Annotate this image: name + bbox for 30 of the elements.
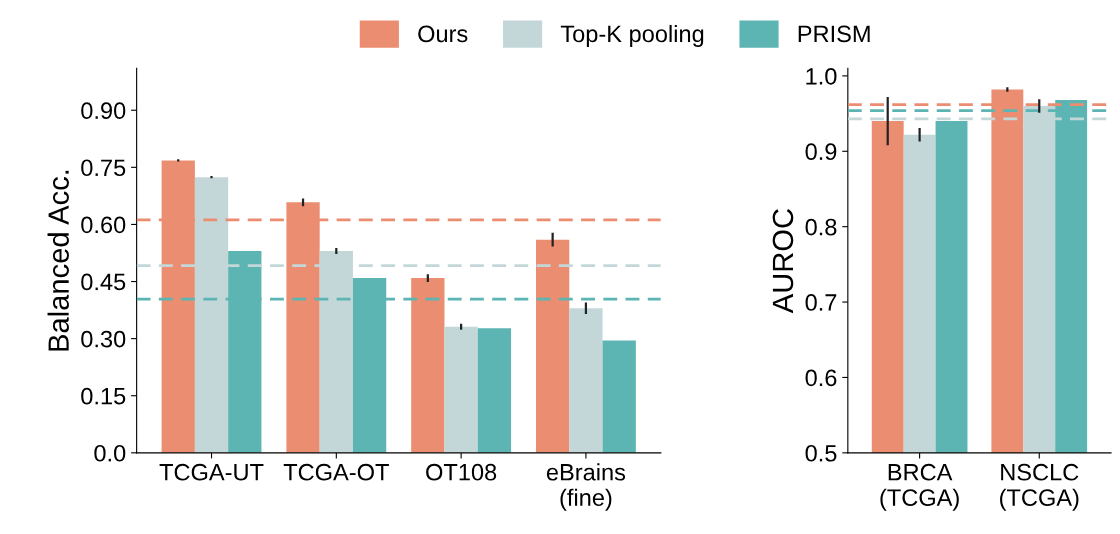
- x-tick-label: NSCLC (TCGA): [1000, 463, 1079, 511]
- y-tick-label: 0.15: [81, 387, 126, 405]
- bar: [411, 278, 445, 453]
- legend-label: Top-K pooling: [560, 24, 704, 47]
- y-tick-label: 0.9: [805, 143, 837, 161]
- bar: [477, 328, 512, 453]
- y-tick-label: 0.7: [805, 294, 837, 311]
- x-tick-label: eBrains (fine): [546, 463, 626, 511]
- bar: [444, 326, 478, 453]
- bar: [602, 340, 636, 453]
- x-tick-label: OT108: [426, 463, 497, 481]
- y-axis-title: Balanced Acc.: [47, 170, 69, 351]
- legend-label: Ours: [418, 25, 468, 43]
- bar: [536, 239, 570, 453]
- x-tick-label: TCGA-OT: [283, 463, 389, 481]
- y-tick-label: 1.0: [806, 67, 837, 85]
- legend-label: PRISM: [798, 25, 870, 43]
- bar: [569, 308, 603, 453]
- y-tick-label: 0.6: [805, 369, 837, 387]
- y-tick-label: 0.45: [81, 273, 126, 291]
- y-tick-label: 0.5: [805, 444, 837, 462]
- y-axis-title: AUROC: [772, 209, 794, 314]
- y-tick-label: 0.60: [81, 216, 126, 234]
- y-tick-label: 0.8: [805, 218, 837, 236]
- y-tick-label: 0.30: [81, 330, 126, 348]
- x-tick-label: BRCA (TCGA): [880, 463, 959, 511]
- x-tick-label: TCGA-UT: [159, 463, 264, 481]
- y-tick-label: 0.75: [81, 159, 126, 177]
- y-tick-label: 0.0: [94, 444, 126, 462]
- y-tick-label: 0.90: [81, 102, 126, 120]
